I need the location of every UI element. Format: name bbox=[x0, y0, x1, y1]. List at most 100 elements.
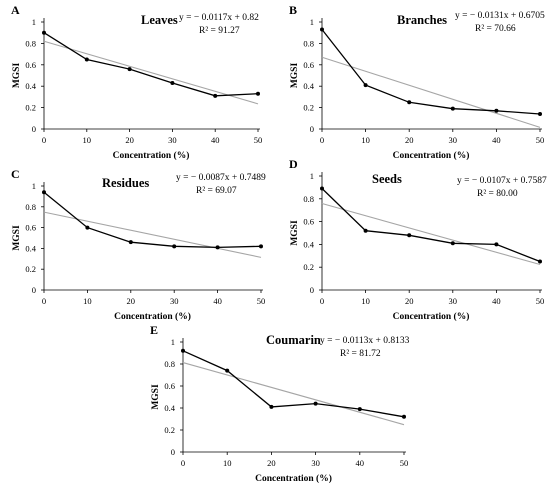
y-axis-label: MGSI bbox=[290, 220, 300, 246]
data-point bbox=[181, 348, 185, 353]
y-tick-label: 1 bbox=[310, 171, 314, 181]
data-point bbox=[363, 83, 368, 88]
data-point bbox=[269, 404, 274, 409]
data-point bbox=[538, 112, 542, 117]
y-tick-label: 1 bbox=[310, 17, 314, 27]
x-tick-label: 20 bbox=[127, 296, 136, 306]
y-tick-label: 1 bbox=[171, 337, 175, 347]
y-axis-label: MGSI bbox=[151, 384, 161, 410]
x-tick-label: 10 bbox=[83, 135, 92, 145]
x-tick-label: 0 bbox=[42, 135, 46, 145]
x-tick-label: 30 bbox=[449, 135, 458, 145]
y-tick-label: 1 bbox=[32, 181, 36, 191]
y-tick-label: 0 bbox=[310, 124, 314, 134]
y-tick-label: 0.2 bbox=[303, 262, 314, 272]
x-tick-label: 10 bbox=[83, 296, 92, 306]
data-point bbox=[494, 108, 499, 113]
y-axis-label: MGSI bbox=[290, 63, 300, 89]
data-point bbox=[213, 93, 218, 98]
x-tick-label: 20 bbox=[267, 458, 276, 468]
y-tick-label: 0.8 bbox=[303, 38, 314, 48]
x-tick-label: 40 bbox=[356, 458, 365, 468]
x-tick-label: 30 bbox=[449, 296, 458, 306]
r-squared: R² = 81.72 bbox=[340, 349, 381, 359]
x-axis-label: Concentration (%) bbox=[114, 311, 191, 322]
y-tick-label: 0.8 bbox=[164, 359, 175, 369]
series-line bbox=[321, 188, 541, 263]
trendline bbox=[182, 362, 405, 426]
trendline bbox=[43, 211, 262, 258]
trendline bbox=[321, 202, 541, 266]
x-axis-label: Concentration (%) bbox=[393, 311, 470, 322]
y-tick-label: 0 bbox=[310, 285, 314, 295]
trendline bbox=[321, 56, 541, 128]
x-tick-label: 0 bbox=[320, 135, 324, 145]
trendline-equation: y = − 0.0107x + 0.7587 bbox=[457, 176, 547, 186]
y-tick-label: 0.2 bbox=[303, 103, 314, 113]
r-squared: R² = 80.00 bbox=[477, 189, 518, 199]
panel-letter: E bbox=[150, 323, 158, 337]
x-tick-label: 20 bbox=[125, 135, 134, 145]
x-tick-label: 0 bbox=[320, 296, 324, 306]
x-tick-label: 50 bbox=[257, 296, 266, 306]
x-tick-label: 50 bbox=[254, 135, 263, 145]
y-tick-label: 0.2 bbox=[164, 425, 175, 435]
y-tick-label: 0.4 bbox=[164, 403, 175, 413]
trendline-equation: y = − 0.0113x + 0.8133 bbox=[320, 336, 410, 346]
x-tick-label: 50 bbox=[536, 296, 545, 306]
x-axis-label: Concentration (%) bbox=[113, 150, 190, 161]
y-tick-label: 0.6 bbox=[303, 217, 314, 227]
data-point bbox=[85, 225, 90, 230]
trendline-equation: y = − 0.0117x + 0.82 bbox=[179, 13, 259, 23]
y-tick-label: 0.8 bbox=[25, 38, 36, 48]
x-tick-label: 30 bbox=[311, 458, 320, 468]
panel-letter: C bbox=[11, 167, 20, 181]
x-tick-label: 30 bbox=[168, 135, 177, 145]
y-tick-label: 0.4 bbox=[25, 81, 36, 91]
y-tick-label: 0.8 bbox=[25, 202, 36, 212]
series-line bbox=[43, 191, 262, 249]
y-tick-label: 0.6 bbox=[303, 60, 314, 70]
series-line bbox=[43, 32, 259, 97]
panel-letter: B bbox=[289, 3, 297, 17]
data-point bbox=[256, 91, 260, 96]
data-point bbox=[172, 244, 177, 249]
x-tick-label: 0 bbox=[181, 458, 185, 468]
panel-title: Coumarin bbox=[266, 333, 321, 347]
y-tick-label: 0.4 bbox=[303, 239, 314, 249]
x-tick-label: 40 bbox=[492, 135, 501, 145]
y-tick-label: 0.6 bbox=[25, 223, 36, 233]
data-point bbox=[313, 401, 318, 406]
data-point bbox=[450, 241, 455, 246]
x-tick-label: 20 bbox=[405, 296, 414, 306]
x-tick-label: 40 bbox=[211, 135, 220, 145]
y-axis-label: MGSI bbox=[12, 225, 22, 251]
data-point bbox=[225, 368, 230, 373]
data-point bbox=[357, 407, 362, 412]
y-axis-label: MGSI bbox=[12, 63, 22, 89]
y-tick-label: 0.4 bbox=[25, 243, 36, 253]
data-point bbox=[450, 106, 455, 111]
data-point bbox=[363, 228, 368, 233]
data-point bbox=[259, 244, 263, 249]
y-tick-label: 0 bbox=[171, 447, 175, 457]
y-tick-label: 0.6 bbox=[25, 60, 36, 70]
data-point bbox=[170, 80, 175, 85]
data-point bbox=[215, 245, 220, 250]
panel-letter: D bbox=[289, 157, 298, 171]
panel-letter: A bbox=[11, 3, 20, 17]
x-tick-label: 10 bbox=[223, 458, 232, 468]
data-point bbox=[128, 240, 133, 245]
panel-title: Residues bbox=[102, 176, 149, 190]
x-tick-label: 30 bbox=[170, 296, 179, 306]
data-point bbox=[407, 233, 412, 238]
series-line bbox=[321, 29, 541, 115]
x-tick-label: 0 bbox=[42, 296, 46, 306]
data-point bbox=[320, 27, 324, 32]
trendline-equation: y = − 0.0087x + 0.7489 bbox=[176, 173, 266, 183]
y-tick-label: 0.4 bbox=[303, 81, 314, 91]
